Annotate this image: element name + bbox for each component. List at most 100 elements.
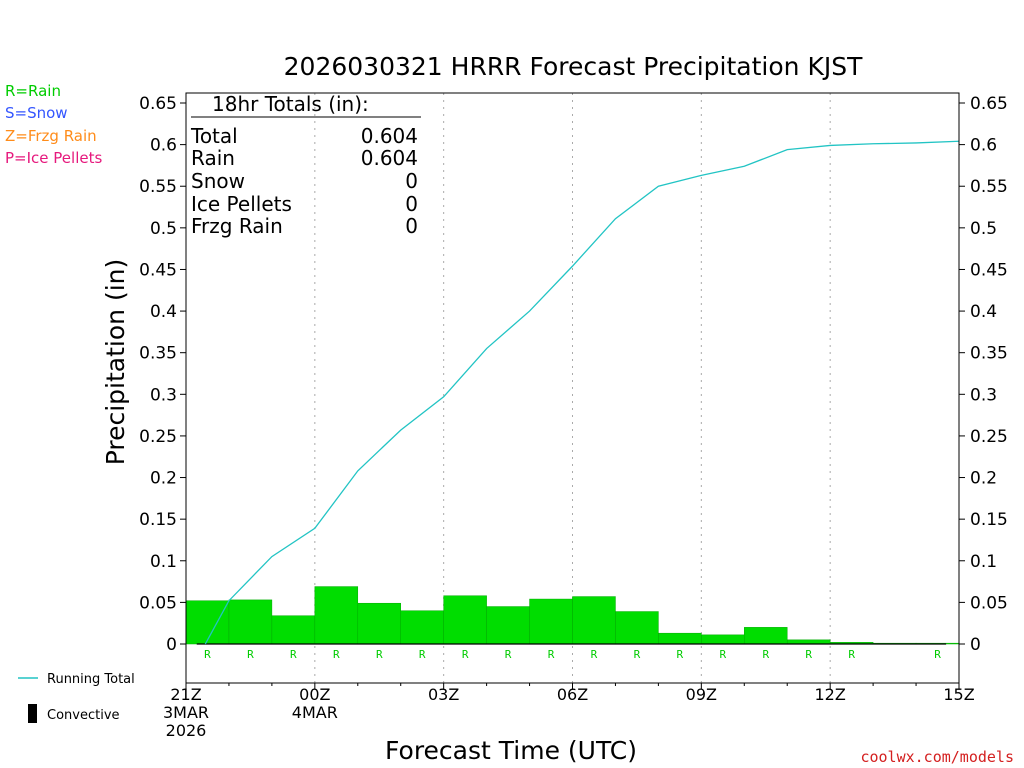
- bar-hour-12: [658, 632, 702, 645]
- totals-value-frzg-rain: 0: [405, 214, 418, 238]
- totals-label-total: Total: [190, 124, 238, 148]
- convective-legend-label: Convective: [47, 708, 120, 723]
- bar-hour-11: [615, 611, 659, 645]
- totals-value-total: 0.604: [361, 124, 418, 148]
- bar-hour-9: [529, 598, 573, 645]
- y-axis-right: 0 0.05 0.1 0.15 0.2 0.25 0.3 0.35 0.4 0.45 0.5 0.55…: [959, 94, 1008, 655]
- y-tick-label-right-8: 0.4: [970, 302, 997, 322]
- ptype-label-hour-5: R: [376, 648, 383, 661]
- bars: [185, 586, 960, 645]
- ptype-label-hour-7: R: [462, 648, 469, 661]
- totals-value-snow: 0: [405, 169, 418, 193]
- totals-label-frzg-rain: Frzg Rain: [191, 214, 283, 238]
- totals-label-ice-pellets: Ice Pellets: [191, 192, 292, 216]
- legend-snow: S=Snow: [5, 104, 68, 122]
- x-axis-label: Forecast Time (UTC): [385, 736, 637, 765]
- y-tick-label-left-12: 0.6: [150, 136, 177, 156]
- bar-hour-7: [443, 595, 487, 645]
- ptype-label-hour-9: R: [548, 648, 555, 661]
- convective-swatch: [28, 704, 37, 723]
- x-tick-label-0-1: 3MAR: [163, 703, 209, 722]
- bar-hour-1: [185, 600, 230, 645]
- y-tick-label-left-6: 0.3: [150, 385, 177, 405]
- y-axis-label: Precipitation (in): [101, 259, 130, 466]
- y-tick-label-right-2: 0.1: [970, 552, 997, 572]
- credit-text: coolwx.com/models: [860, 748, 1014, 766]
- y-axis-left: 0 0.05 0.1 0.15 0.2 0.25 0.3 0.35 0.4 0.45 0.5 0.55…: [139, 94, 186, 655]
- legend-frzg-rain: Z=Frzg Rain: [5, 127, 97, 145]
- ptype-label-hour-13: R: [719, 648, 726, 661]
- x-tick-label-1-0: 00Z: [299, 685, 330, 704]
- bottom-legend: Running Total Convective: [18, 672, 135, 723]
- ptype-label-hour-14: R: [762, 648, 769, 661]
- ptype-label-hour-12: R: [677, 648, 684, 661]
- x-tick-label-2-0: 03Z: [428, 685, 459, 704]
- ptype-label-hour-18: R: [934, 648, 941, 661]
- y-tick-label-left-9: 0.45: [139, 260, 177, 280]
- y-tick-label-right-10: 0.5: [970, 219, 997, 239]
- ptype-label-hour-11: R: [634, 648, 641, 661]
- ptype-label-hour-2: R: [247, 648, 254, 661]
- chart-title: 2026030321 HRRR Forecast Precipitation K…: [284, 52, 863, 81]
- bar-hour-2: [228, 599, 273, 645]
- totals-header: 18hr Totals (in):: [212, 92, 369, 116]
- y-tick-label-left-1: 0.05: [139, 593, 177, 613]
- x-tick-label-0-2: 2026: [166, 721, 207, 740]
- running-total-polyline: [204, 140, 960, 645]
- y-tick-label-left-2: 0.1: [150, 552, 177, 572]
- y-tick-label-left-11: 0.55: [139, 177, 177, 197]
- bar-hour-13: [701, 634, 745, 645]
- y-tick-label-left-0: 0: [166, 635, 177, 655]
- y-tick-label-left-4: 0.2: [150, 469, 177, 489]
- y-tick-label-right-5: 0.25: [970, 427, 1008, 447]
- bar-hour-8: [486, 606, 530, 645]
- y-tick-label-right-12: 0.6: [970, 136, 997, 156]
- bar-hour-14: [744, 627, 788, 645]
- legend-rain: R=Rain: [5, 82, 61, 100]
- y-tick-label-left-3: 0.15: [139, 510, 177, 530]
- ptype-label-hour-1: R: [204, 648, 211, 661]
- bar-hour-10: [572, 596, 616, 645]
- running-total-line: [204, 140, 960, 645]
- totals-value-rain: 0.604: [361, 146, 418, 170]
- totals-value-ice-pellets: 0: [405, 192, 418, 216]
- x-tick-label-3-0: 06Z: [557, 685, 588, 704]
- y-tick-label-left-8: 0.4: [150, 302, 177, 322]
- x-tick-label-5-0: 12Z: [815, 685, 846, 704]
- y-tick-label-right-13: 0.65: [970, 94, 1008, 114]
- y-tick-label-left-13: 0.65: [139, 94, 177, 114]
- ptype-label-hour-4: R: [333, 648, 340, 661]
- bar-hour-15: [786, 639, 831, 645]
- y-tick-label-right-0: 0: [970, 635, 981, 655]
- bar-hour-4: [314, 586, 359, 645]
- x-tick-label-0-0: 21Z: [170, 685, 201, 704]
- ptype-label-hour-8: R: [505, 648, 512, 661]
- y-tick-label-right-6: 0.3: [970, 385, 997, 405]
- bar-hour-3: [271, 615, 316, 645]
- ptype-label-hour-15: R: [805, 648, 812, 661]
- ptype-label-hour-10: R: [591, 648, 598, 661]
- x-tick-label-6-0: 15Z: [943, 685, 974, 704]
- y-tick-label-right-4: 0.2: [970, 469, 997, 489]
- totals-label-snow: Snow: [191, 169, 245, 193]
- ptype-label-hour-16: R: [848, 648, 855, 661]
- x-tick-label-4-0: 09Z: [686, 685, 717, 704]
- totals-label-rain: Rain: [191, 146, 235, 170]
- totals-box: 18hr Totals (in): Total 0.604 Rain 0.604…: [190, 92, 421, 238]
- legend-ice-pellets: P=Ice Pellets: [5, 149, 102, 167]
- ptype-legend: R=Rain S=Snow Z=Frzg Rain P=Ice Pellets: [5, 82, 102, 167]
- y-tick-label-right-3: 0.15: [970, 510, 1008, 530]
- bar-hour-6: [400, 610, 444, 645]
- y-tick-label-left-10: 0.5: [150, 219, 177, 239]
- y-tick-label-right-1: 0.05: [970, 593, 1008, 613]
- bar-hour-5: [357, 602, 401, 645]
- y-tick-label-left-5: 0.25: [139, 427, 177, 447]
- y-tick-label-right-7: 0.35: [970, 344, 1008, 364]
- gridlines: [314, 93, 831, 683]
- y-tick-label-left-7: 0.35: [139, 344, 177, 364]
- y-tick-label-right-9: 0.45: [970, 260, 1008, 280]
- ptype-label-hour-3: R: [290, 648, 297, 661]
